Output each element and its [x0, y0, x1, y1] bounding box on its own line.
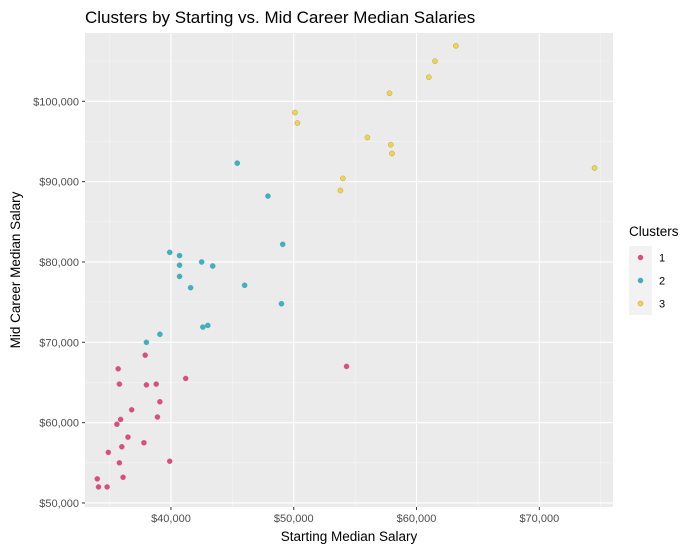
data-point-cluster-2 [209, 263, 216, 269]
y-tick-label: $50,000 [39, 498, 79, 510]
data-point-cluster-3 [340, 175, 346, 182]
data-point-cluster-1 [120, 474, 126, 481]
data-point-cluster-1 [95, 484, 102, 490]
data-point-cluster-2 [176, 262, 183, 268]
data-point-cluster-2 [187, 284, 194, 291]
data-point-cluster-1 [94, 476, 101, 482]
data-point-cluster-3 [453, 43, 459, 49]
data-point-cluster-1 [128, 407, 135, 413]
data-point-cluster-1 [104, 484, 110, 490]
data-point-cluster-2 [157, 331, 163, 338]
data-point-cluster-3 [364, 134, 371, 141]
data-point-cluster-3 [432, 58, 438, 64]
x-tick-label: $60,000 [397, 513, 437, 525]
data-point-cluster-1 [154, 414, 161, 420]
plot-panel [85, 33, 613, 507]
data-point-cluster-1 [166, 458, 173, 464]
data-point-cluster-1 [125, 434, 131, 440]
data-points [94, 43, 598, 490]
data-point-cluster-1 [115, 366, 121, 372]
legend-label-3: 3 [659, 299, 665, 311]
data-point-cluster-3 [387, 141, 394, 148]
data-point-cluster-2 [143, 339, 150, 346]
y-tick-label: $80,000 [39, 257, 79, 269]
x-tick-label: $40,000 [151, 513, 191, 525]
y-axis: $50,000 $60,000 $70,000 $80,000 $90,000 $100,… [33, 96, 85, 510]
data-point-cluster-1 [153, 381, 159, 387]
x-axis-title: Starting Median Salary [281, 529, 418, 544]
data-point-cluster-1 [182, 375, 189, 382]
x-axis: $40,000 $50,000 $60,000 $70,000 [151, 507, 559, 525]
major-gridlines [85, 33, 613, 507]
data-point-cluster-2 [166, 249, 173, 256]
legend-swatch-2 [637, 277, 644, 284]
data-point-cluster-1 [105, 449, 112, 456]
data-point-cluster-2 [278, 300, 285, 307]
x-tick-label: $50,000 [274, 513, 314, 525]
data-point-cluster-2 [176, 273, 183, 280]
y-tick-label: $70,000 [39, 337, 79, 349]
legend-label-2: 2 [659, 276, 665, 288]
y-axis-title: Mid Career Median Salary [8, 191, 23, 348]
legend-label-1: 1 [659, 253, 665, 265]
data-point-cluster-2 [241, 282, 248, 289]
data-point-cluster-3 [337, 187, 344, 194]
data-point-cluster-3 [292, 109, 298, 116]
data-point-cluster-3 [389, 150, 395, 157]
legend-title: Clusters [629, 224, 679, 239]
legend-swatch-3 [637, 300, 644, 307]
data-point-cluster-2 [205, 322, 211, 329]
data-point-cluster-1 [116, 381, 123, 387]
y-tick-label: $100,000 [33, 96, 79, 108]
data-point-cluster-1 [157, 398, 163, 405]
data-point-cluster-1 [143, 382, 150, 388]
data-point-cluster-2 [200, 324, 206, 330]
data-point-cluster-3 [294, 120, 301, 126]
x-tick-label: $70,000 [519, 513, 559, 525]
legend: Clusters 1 2 3 [629, 224, 679, 315]
data-point-cluster-1 [117, 416, 124, 423]
y-tick-label: $60,000 [39, 418, 79, 430]
data-point-cluster-2 [265, 193, 271, 199]
data-point-cluster-2 [176, 252, 183, 259]
data-point-cluster-2 [279, 241, 286, 248]
y-tick-label: $90,000 [39, 177, 79, 189]
data-point-cluster-1 [119, 443, 125, 450]
data-point-cluster-1 [343, 363, 350, 370]
data-point-cluster-3 [426, 74, 432, 80]
data-point-cluster-1 [114, 421, 120, 428]
data-point-cluster-3 [591, 165, 598, 171]
data-point-cluster-2 [234, 160, 241, 166]
data-point-cluster-2 [198, 259, 205, 265]
chart-title: Clusters by Starting vs. Mid Career Medi… [85, 8, 475, 27]
legend-swatch-1 [637, 254, 644, 261]
data-point-cluster-1 [142, 352, 148, 358]
data-point-cluster-1 [116, 460, 123, 466]
data-point-cluster-3 [386, 90, 393, 97]
minor-gridlines [85, 33, 613, 507]
data-point-cluster-1 [141, 439, 147, 446]
